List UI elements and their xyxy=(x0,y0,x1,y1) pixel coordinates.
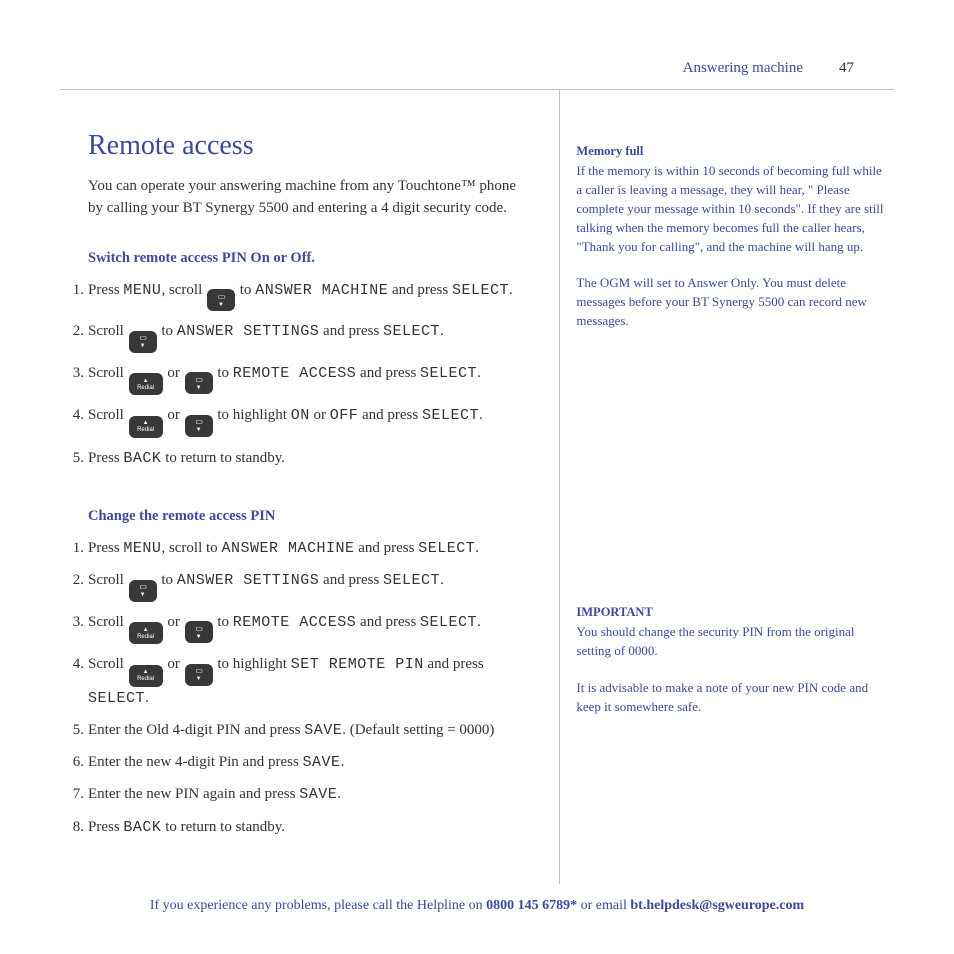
redial-up-icon: Redial xyxy=(129,416,163,438)
note-head: Memory full xyxy=(576,142,884,160)
step: Press BACK to return to standby. xyxy=(88,447,529,470)
helpline-phone: 0800 145 6789* xyxy=(486,898,577,913)
step: Scroll Redial or to REMOTE ACCESS and pr… xyxy=(88,611,529,645)
redial-up-icon: Redial xyxy=(129,665,163,687)
main-column: Remote access You can operate your answe… xyxy=(60,90,560,884)
note-body: If the memory is within 10 seconds of be… xyxy=(576,162,884,256)
step: Scroll to ANSWER SETTINGS and press SELE… xyxy=(88,320,529,353)
note-ogm: The OGM will set to Answer Only. You mus… xyxy=(576,274,884,331)
section-change-pin: Change the remote access PIN Press MENU,… xyxy=(88,508,529,839)
lcd-on: ON xyxy=(291,407,310,424)
note-important: IMPORTANT You should change the security… xyxy=(576,603,884,661)
page-header: Answering machine 47 xyxy=(60,60,894,77)
down-book-icon xyxy=(185,664,213,686)
side-column: Memory full If the memory is within 10 s… xyxy=(560,90,894,884)
step: Enter the new 4-digit Pin and press SAVE… xyxy=(88,751,529,774)
step: Enter the new PIN again and press SAVE. xyxy=(88,783,529,806)
subhead-change: Change the remote access PIN xyxy=(88,508,529,525)
step: Press MENU, scroll to ANSWER MACHINE and… xyxy=(88,537,529,560)
lcd-menu: MENU xyxy=(123,282,161,299)
down-book-icon xyxy=(185,621,213,643)
footer-helpline: If you experience any problems, please c… xyxy=(60,884,894,914)
down-book-icon xyxy=(129,580,157,602)
step: Press BACK to return to standby. xyxy=(88,816,529,839)
lcd-set-remote-pin: SET REMOTE PIN xyxy=(291,656,424,673)
lcd-off: OFF xyxy=(330,407,359,424)
page-title: Remote access xyxy=(88,130,529,162)
steps-switch: Press MENU, scroll to ANSWER MACHINE and… xyxy=(88,279,529,470)
intro-text: You can operate your answering machine f… xyxy=(88,176,529,220)
down-book-icon xyxy=(185,415,213,437)
lcd-answer-machine: ANSWER MACHINE xyxy=(255,282,388,299)
down-book-icon xyxy=(185,372,213,394)
step: Scroll to ANSWER SETTINGS and press SELE… xyxy=(88,569,529,602)
steps-change: Press MENU, scroll to ANSWER MACHINE and… xyxy=(88,537,529,839)
lcd-save: SAVE xyxy=(304,722,342,739)
lcd-back: BACK xyxy=(123,450,161,467)
section-switch-pin: Switch remote access PIN On or Off. Pres… xyxy=(88,250,529,470)
helpline-email: bt.helpdesk@sgweurope.com xyxy=(630,898,804,913)
step: Scroll Redial or to REMOTE ACCESS and pr… xyxy=(88,362,529,396)
step: Scroll Redial or to highlight ON or OFF … xyxy=(88,404,529,438)
subhead-switch: Switch remote access PIN On or Off. xyxy=(88,250,529,267)
step: Press MENU, scroll to ANSWER MACHINE and… xyxy=(88,279,529,312)
down-book-icon xyxy=(207,289,235,311)
lcd-select: SELECT xyxy=(452,282,509,299)
step: Scroll Redial or to highlight SET REMOTE… xyxy=(88,653,529,710)
note-memory-full: Memory full If the memory is within 10 s… xyxy=(576,142,884,256)
redial-up-icon: Redial xyxy=(129,622,163,644)
down-book-icon xyxy=(129,331,157,353)
page-number: 47 xyxy=(839,60,854,77)
section-title: Answering machine xyxy=(683,60,803,77)
lcd-remote-access: REMOTE ACCESS xyxy=(233,365,357,382)
note-advice: It is advisable to make a note of your n… xyxy=(576,679,884,717)
lcd-answer-settings: ANSWER SETTINGS xyxy=(177,323,320,340)
step: Enter the Old 4-digit PIN and press SAVE… xyxy=(88,719,529,742)
note-head: IMPORTANT xyxy=(576,603,884,621)
note-body: You should change the security PIN from … xyxy=(576,623,884,661)
redial-up-icon: Redial xyxy=(129,373,163,395)
